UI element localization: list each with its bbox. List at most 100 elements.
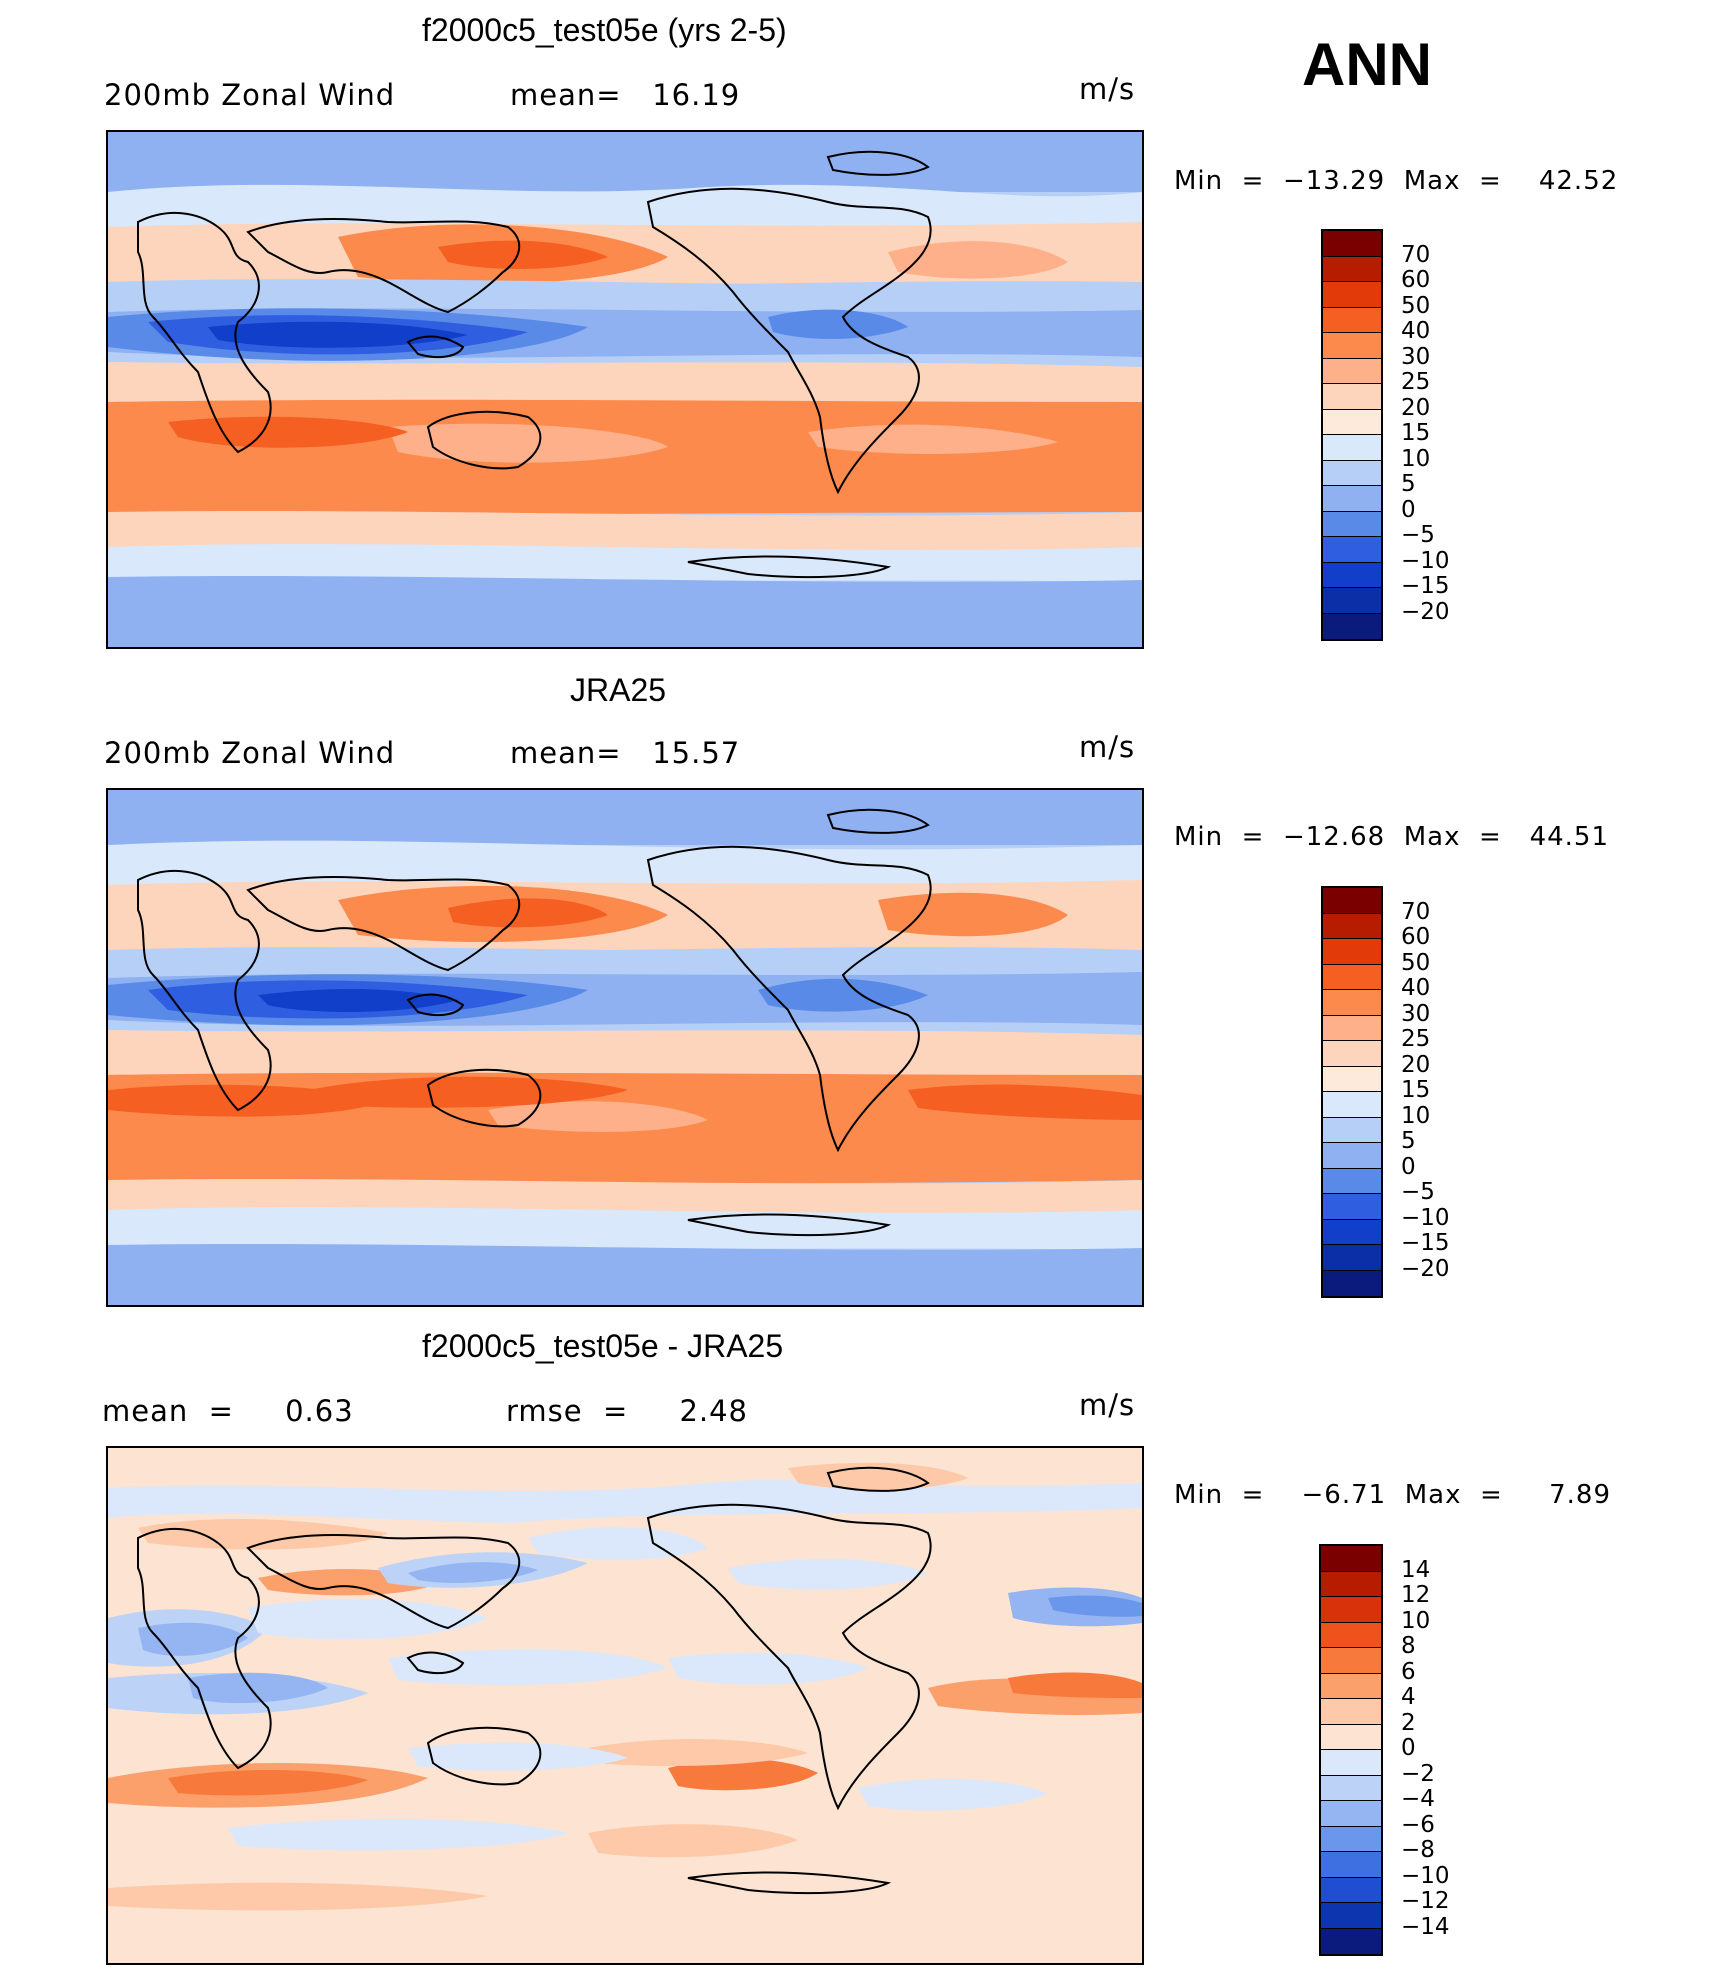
colorbar-swatch (1323, 460, 1381, 486)
colorbar-tick-label: 25 (1401, 1026, 1431, 1052)
panel3-min-max: Min = −6.71 Max = 7.89 (1174, 1480, 1611, 1510)
panel1-title: f2000c5_test05e (yrs 2-5) (422, 12, 787, 48)
panel2-map (106, 788, 1144, 1307)
colorbar-tick-label: 15 (1401, 420, 1431, 446)
colorbar-tick-label: 6 (1401, 1658, 1416, 1685)
colorbar-swatch (1321, 1852, 1381, 1878)
colorbar-tick-label: 15 (1401, 1077, 1431, 1103)
colorbar-tick-label: −10 (1401, 547, 1450, 574)
colorbar-tick-label: −4 (1401, 1786, 1435, 1812)
colorbar-swatch (1323, 1194, 1381, 1220)
colorbar-swatch (1323, 1092, 1381, 1118)
panel1-units: m/s (1079, 72, 1136, 106)
colorbar-tick-label: 0 (1401, 1153, 1416, 1180)
colorbar-swatch (1323, 1245, 1381, 1271)
colorbar-swatch (1323, 939, 1381, 965)
panel2-colorbar (1321, 886, 1383, 1298)
panel3-units: m/s (1079, 1388, 1136, 1422)
colorbar-tick-label: 30 (1401, 1000, 1431, 1027)
colorbar-tick-label: 50 (1401, 949, 1431, 976)
colorbar-tick-label: 70 (1401, 898, 1431, 925)
colorbar-tick-label: −15 (1401, 573, 1450, 599)
colorbar-swatch (1323, 1219, 1381, 1245)
colorbar-swatch (1323, 888, 1381, 914)
panel3-contour-field (108, 1448, 1142, 1963)
colorbar-swatch (1321, 1801, 1381, 1827)
panel2-min-max: Min = −12.68 Max = 44.51 (1174, 822, 1610, 852)
colorbar-swatch (1321, 1597, 1381, 1623)
colorbar-tick-label: 0 (1401, 496, 1416, 523)
colorbar-swatch (1321, 1928, 1381, 1954)
panel3-title: f2000c5_test05e - JRA25 (422, 1328, 784, 1364)
colorbar-tick-label: −6 (1401, 1811, 1435, 1838)
colorbar-tick-label: 0 (1401, 1735, 1416, 1761)
colorbar-swatch (1321, 1546, 1381, 1572)
panel3-mean-label: mean = 0.63 (102, 1394, 354, 1428)
colorbar-swatch (1323, 613, 1381, 639)
panel1-colorbar (1321, 229, 1383, 641)
panel1-map (106, 130, 1144, 649)
colorbar-swatch (1321, 1826, 1381, 1852)
colorbar-swatch (1323, 358, 1381, 384)
colorbar-tick-label: −20 (1401, 1255, 1450, 1282)
colorbar-tick-label: −15 (1401, 1230, 1450, 1256)
colorbar-swatch (1323, 333, 1381, 359)
colorbar-tick-label: 10 (1401, 1102, 1431, 1129)
panel3-map (106, 1446, 1144, 1965)
colorbar-swatch (1323, 588, 1381, 614)
colorbar-tick-label: −20 (1401, 598, 1450, 625)
colorbar-swatch (1323, 435, 1381, 461)
panel2-variable-label: 200mb Zonal Wind (104, 736, 396, 770)
colorbar-tick-label: 50 (1401, 292, 1431, 319)
panel1-min-max: Min = −13.29 Max = 42.52 (1174, 166, 1619, 196)
colorbar-tick-label: 5 (1401, 471, 1416, 497)
colorbar-swatch (1323, 537, 1381, 563)
colorbar-swatch (1323, 964, 1381, 990)
colorbar-swatch (1323, 486, 1381, 512)
colorbar-tick-label: −10 (1401, 1204, 1450, 1231)
colorbar-tick-label: 20 (1401, 394, 1431, 421)
colorbar-swatch (1323, 511, 1381, 537)
colorbar-swatch (1323, 1270, 1381, 1296)
colorbar-tick-label: −14 (1401, 1913, 1450, 1940)
colorbar-tick-label: −10 (1401, 1862, 1450, 1889)
colorbar-swatch (1321, 1648, 1381, 1674)
colorbar-swatch (1323, 1041, 1381, 1067)
colorbar-swatch (1321, 1877, 1381, 1903)
colorbar-tick-label: 8 (1401, 1633, 1416, 1659)
colorbar-swatch (1323, 409, 1381, 435)
colorbar-tick-label: −12 (1401, 1888, 1450, 1914)
colorbar-tick-label: 70 (1401, 241, 1431, 268)
colorbar-swatch (1323, 1117, 1381, 1143)
colorbar-tick-label: 60 (1401, 267, 1431, 293)
panel3-colorbar (1319, 1544, 1383, 1956)
panel1-mean-label: mean= 16.19 (510, 78, 741, 112)
colorbar-swatch (1323, 307, 1381, 333)
colorbar-swatch (1321, 1775, 1381, 1801)
colorbar-swatch (1321, 1673, 1381, 1699)
colorbar-swatch (1321, 1724, 1381, 1750)
colorbar-swatch (1321, 1699, 1381, 1725)
colorbar-tick-label: −8 (1401, 1837, 1435, 1863)
colorbar-swatch (1323, 990, 1381, 1016)
season-label: ANN (1302, 31, 1432, 98)
colorbar-tick-label: −2 (1401, 1760, 1435, 1787)
panel1-contour-field (108, 132, 1142, 647)
colorbar-tick-label: −5 (1401, 522, 1435, 548)
colorbar-swatch (1323, 562, 1381, 588)
colorbar-tick-label: 14 (1401, 1556, 1431, 1583)
colorbar-tick-label: 40 (1401, 975, 1431, 1001)
colorbar-tick-label: 40 (1401, 318, 1431, 344)
colorbar-swatch (1323, 1066, 1381, 1092)
colorbar-swatch (1323, 1168, 1381, 1194)
colorbar-tick-label: −5 (1401, 1179, 1435, 1205)
colorbar-swatch (1323, 231, 1381, 257)
colorbar-tick-label: 12 (1401, 1582, 1431, 1608)
colorbar-swatch (1323, 913, 1381, 939)
colorbar-swatch (1321, 1622, 1381, 1648)
colorbar-swatch (1323, 1015, 1381, 1041)
colorbar-swatch (1323, 282, 1381, 308)
colorbar-tick-label: 4 (1401, 1684, 1416, 1710)
colorbar-swatch (1323, 1143, 1381, 1169)
panel1-variable-label: 200mb Zonal Wind (104, 78, 396, 112)
